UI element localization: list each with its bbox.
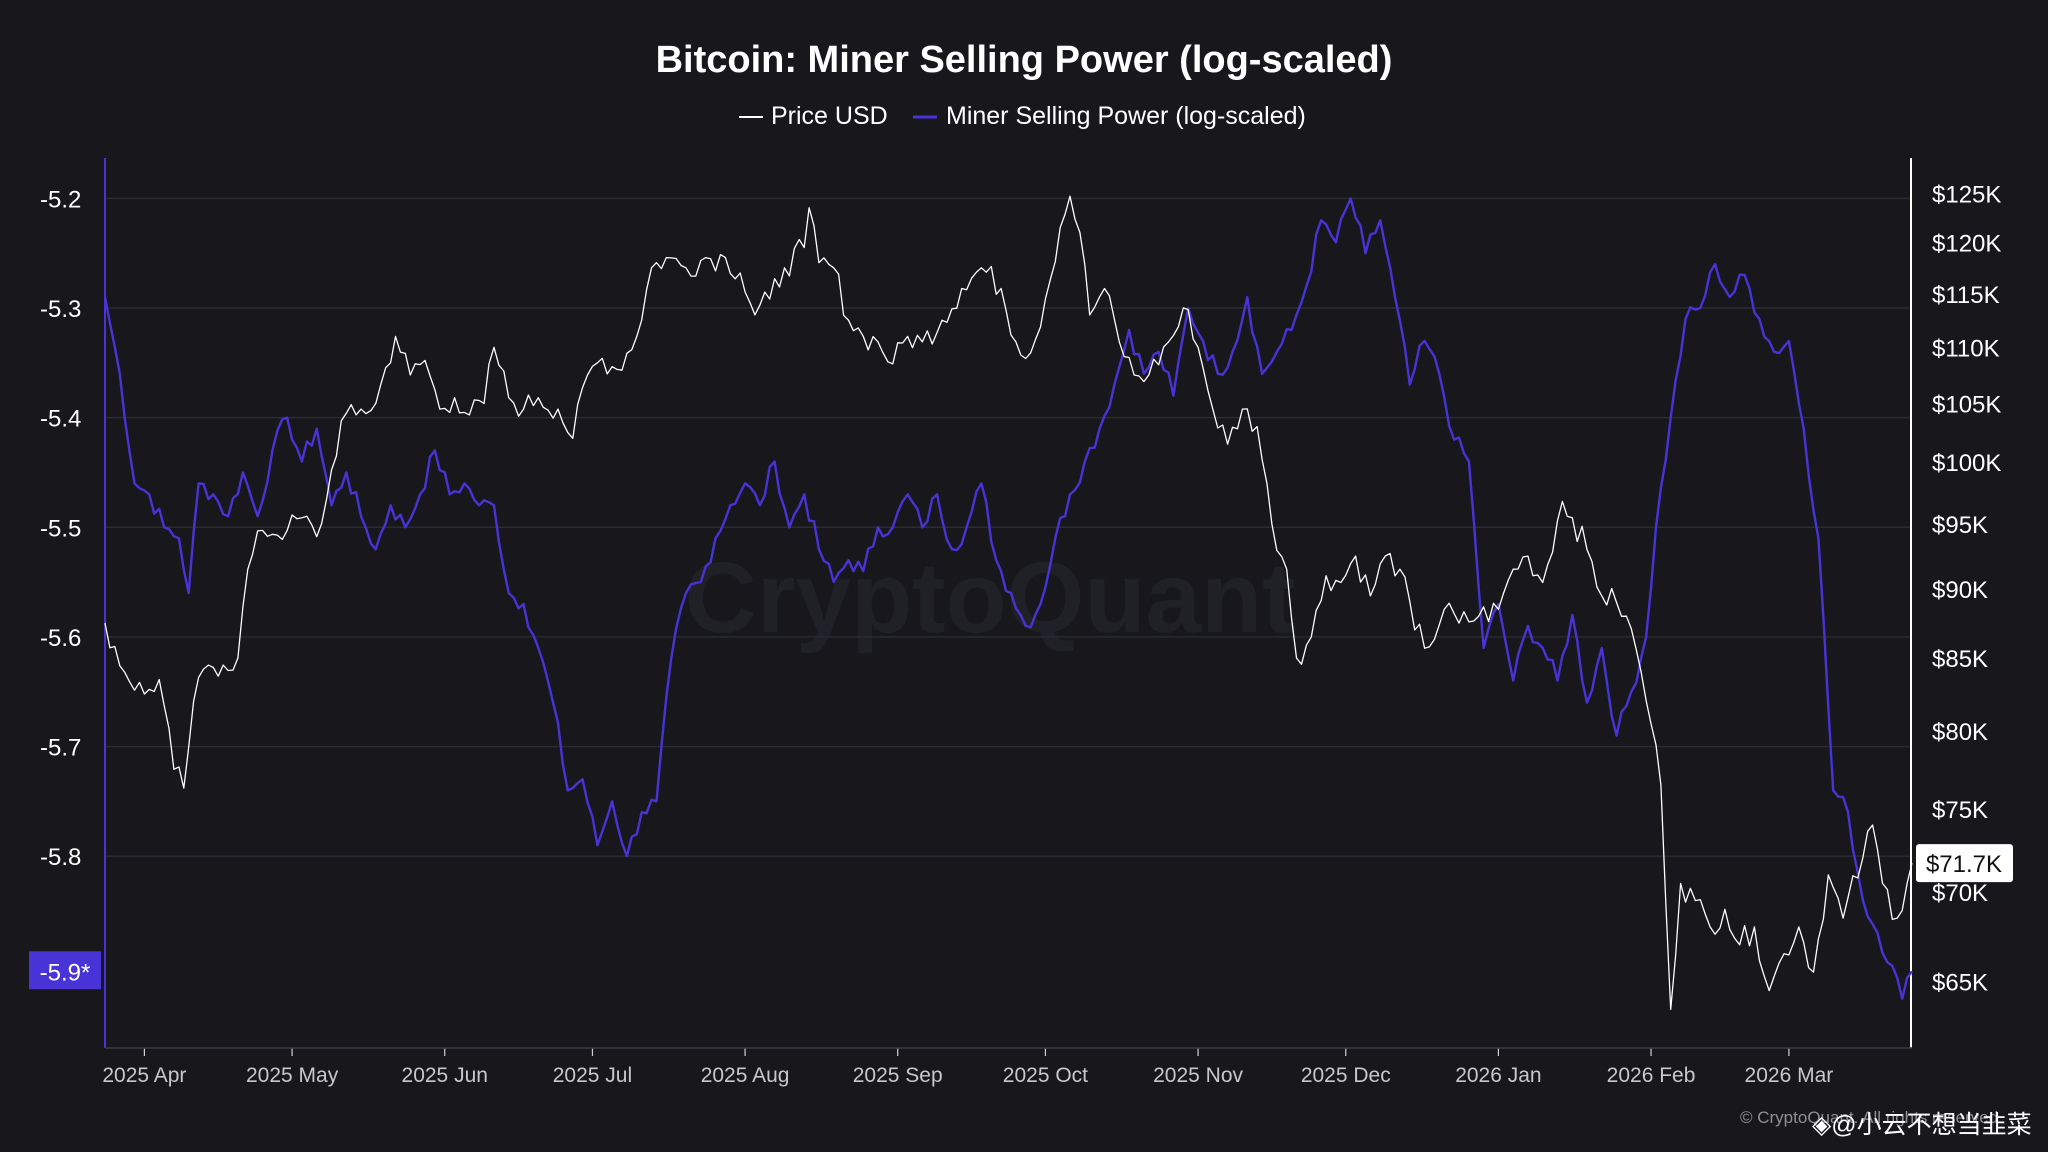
x-tick-label: 2025 Apr: [102, 1064, 186, 1087]
y-left-tick-label: -5.4: [40, 406, 81, 433]
y-right-tick-label: $105K: [1932, 391, 2001, 418]
y-right-tick-label: $125K: [1932, 181, 2001, 208]
y-right-tick-label: $100K: [1932, 450, 2001, 477]
series-line-miner-selling-power: [103, 197, 1913, 1000]
y-left-tick-label: -5.2: [40, 186, 81, 213]
y-right-tick-label: $115K: [1932, 282, 2000, 309]
current-value-label-right: $71.7K: [1926, 851, 2002, 878]
current-value-badge-right: [1916, 844, 2013, 883]
gridlines: [105, 197, 1912, 857]
y-left-tick-label: -5.6: [40, 625, 81, 652]
y-right-tick-label: $65K: [1932, 969, 1988, 996]
y-left-tick-label: -5.3: [40, 296, 81, 323]
y-right-tick-label: $85K: [1932, 646, 1988, 673]
x-tick-label: 2025 Sep: [853, 1064, 943, 1087]
y-right-tick-label: $120K: [1932, 230, 2001, 257]
watermark: CryptoQuant: [684, 542, 1295, 654]
x-tick-label: 2026 Feb: [1607, 1064, 1696, 1087]
x-tick-label: 2025 Aug: [701, 1064, 790, 1087]
legend-msp-label[interactable]: Miner Selling Power (log-scaled): [946, 102, 1306, 130]
legend[interactable]: Price USD Miner Selling Power (log-scale…: [739, 102, 1306, 130]
y-left-tick-label: -5.7: [40, 735, 81, 762]
y-left-tick-label: -5.8: [40, 844, 81, 871]
series: [103, 195, 1913, 1011]
current-value-markers: -5.9* $71.7K: [29, 844, 2013, 990]
axes: -5.2 -5.3 -5.4 -5.5 -5.6 -5.7 -5.8 $125K $120K $1…: [40, 158, 2001, 1087]
x-tick-label: 2026 Mar: [1745, 1064, 1834, 1087]
y-right-tick-label: $90K: [1932, 577, 1988, 604]
y-right-tick-label: $70K: [1932, 880, 1988, 907]
x-tick-label: 2025 Oct: [1003, 1064, 1088, 1087]
y-right-tick-label: $110K: [1932, 335, 2000, 362]
chart-title: Bitcoin: Miner Selling Power (log-scaled…: [656, 39, 1393, 81]
y-right-tick-label: $75K: [1932, 797, 1988, 824]
x-tick-label: 2025 Jul: [553, 1064, 632, 1087]
copyright-credit: © CryptoQuant. All rights reserved: [1740, 1108, 1998, 1127]
x-tick-label: 2025 May: [246, 1064, 339, 1087]
y-right-tick-label: $80K: [1932, 719, 1988, 746]
y-left-tick-label: -5.5: [40, 515, 81, 542]
current-value-label-left: -5.9*: [40, 959, 91, 986]
x-tick-label: 2025 Jun: [402, 1064, 488, 1087]
y-right-tick-label: $95K: [1932, 512, 1988, 539]
legend-price-label[interactable]: Price USD: [771, 102, 888, 130]
series-line-price-usd: [104, 195, 1913, 1011]
x-tick-label: 2025 Dec: [1301, 1064, 1391, 1087]
x-tick-label: 2025 Nov: [1153, 1064, 1243, 1087]
overlay-handle-text: ◈@小云不想当韭菜: [1812, 1111, 2032, 1139]
current-value-badge-left: [29, 951, 101, 990]
x-tick-label: 2026 Jan: [1455, 1064, 1541, 1087]
